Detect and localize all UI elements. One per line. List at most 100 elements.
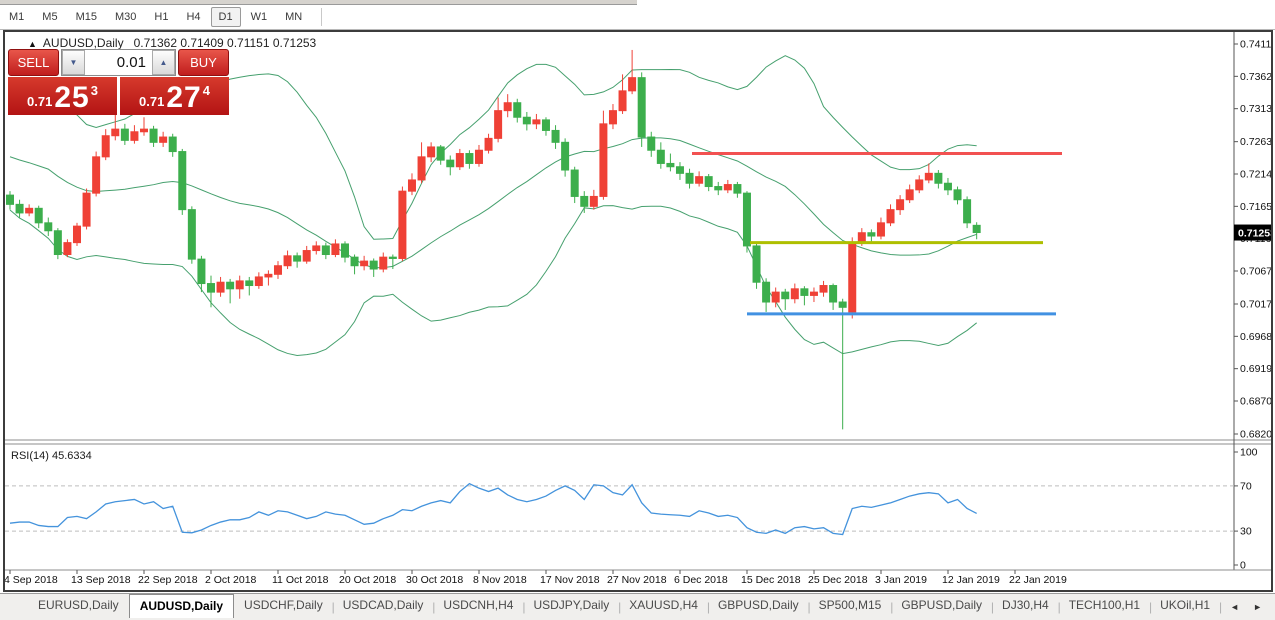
sell-button[interactable]: SELL (8, 49, 59, 76)
candle-body[interactable] (829, 285, 838, 303)
candle-body[interactable] (704, 176, 713, 188)
candle-body[interactable] (494, 110, 503, 139)
candle-body[interactable] (455, 153, 464, 168)
candle-body[interactable] (197, 258, 206, 285)
candle-body[interactable] (293, 255, 302, 262)
candle-body[interactable] (924, 172, 933, 181)
chart-tab-tech100-h1[interactable]: TECH100,H1 | (1068, 598, 1153, 614)
candle-body[interactable] (254, 276, 263, 287)
sell-price-display[interactable]: 0.71 25 3 (8, 77, 119, 115)
chart-tab-eurusd-daily[interactable]: EURUSD,Daily (38, 598, 119, 612)
candle-body[interactable] (53, 230, 62, 256)
candle-body[interactable] (273, 265, 282, 275)
candle-body[interactable] (206, 283, 215, 293)
candle-body[interactable] (800, 288, 809, 296)
candle-body[interactable] (876, 222, 885, 237)
candle-body[interactable] (72, 225, 81, 244)
candle-body[interactable] (168, 136, 177, 153)
buy-price-display[interactable]: 0.71 27 4 (120, 77, 229, 115)
chart-tab-usdcad-daily[interactable]: USDCAD,Daily | (342, 598, 436, 614)
candle-body[interactable] (350, 256, 359, 267)
candle-body[interactable] (972, 224, 981, 234)
chart-tab-usdjpy-daily[interactable]: USDJPY,Daily | (533, 598, 622, 614)
candle-body[interactable] (245, 280, 254, 287)
candle-body[interactable] (235, 280, 244, 290)
candle-body[interactable] (723, 184, 732, 191)
candle-body[interactable] (608, 110, 617, 125)
candle-body[interactable] (63, 242, 72, 256)
candle-body[interactable] (331, 243, 340, 256)
candle-body[interactable] (226, 281, 235, 290)
candle-body[interactable] (340, 243, 349, 258)
candle-body[interactable] (25, 207, 34, 214)
candle-body[interactable] (187, 209, 196, 260)
candle-body[interactable] (360, 260, 369, 267)
timeframe-button-mn[interactable]: MN (285, 11, 303, 23)
candle-body[interactable] (532, 119, 541, 125)
candle-body[interactable] (302, 250, 311, 262)
candle-body[interactable] (388, 256, 397, 259)
timeframe-button-m30[interactable]: M30 (114, 11, 137, 23)
timeframe-button-d1[interactable]: D1 (210, 7, 241, 27)
candle-body[interactable] (541, 119, 550, 131)
candle-body[interactable] (637, 77, 646, 138)
candle-body[interactable] (628, 77, 637, 92)
candle-body[interactable] (752, 245, 761, 283)
candle-body[interactable] (178, 151, 187, 211)
chart-tab-audusd-daily[interactable]: AUDUSD,Daily (128, 594, 235, 618)
candle-body[interactable] (762, 281, 771, 303)
candle-body[interactable] (139, 128, 148, 133)
candle-body[interactable] (407, 179, 416, 192)
chart-tab-gbpusd-daily[interactable]: GBPUSD,Daily | (717, 598, 811, 614)
candle-body[interactable] (781, 291, 790, 300)
candle-body[interactable] (905, 189, 914, 201)
candle-body[interactable] (44, 222, 53, 232)
candle-body[interactable] (915, 179, 924, 191)
candle-body[interactable] (685, 172, 694, 184)
candle-body[interactable] (790, 288, 799, 300)
candle-body[interactable] (867, 232, 876, 237)
candle-body[interactable] (695, 176, 704, 184)
candle-body[interactable] (484, 137, 493, 151)
candle-body[interactable] (675, 166, 684, 174)
tab-scroll-left-icon[interactable]: ◄ (1230, 602, 1240, 612)
candle-body[interactable] (647, 136, 656, 151)
timeframe-button-m15[interactable]: M15 (75, 11, 97, 23)
candle-body[interactable] (771, 291, 780, 303)
candle-body[interactable] (283, 255, 292, 267)
candle-body[interactable] (159, 136, 168, 143)
timeframe-button-w1[interactable]: W1 (250, 11, 268, 23)
buy-button[interactable]: BUY (178, 49, 229, 76)
candle-body[interactable] (838, 301, 847, 308)
lot-size-input[interactable] (85, 50, 152, 75)
candle-body[interactable] (427, 146, 436, 158)
candle-body[interactable] (886, 209, 895, 224)
candle-body[interactable] (465, 153, 474, 164)
candle-body[interactable] (943, 182, 952, 191)
candle-body[interactable] (111, 128, 120, 137)
candle-body[interactable] (819, 285, 828, 293)
chart-tab-usdchf-daily[interactable]: USDCHF,Daily | (244, 598, 335, 614)
chart-tab-dj30-h4[interactable]: DJ30,H4 | (1002, 598, 1061, 614)
candle-body[interactable] (120, 128, 129, 141)
candle-body[interactable] (714, 186, 723, 191)
candle-body[interactable] (618, 90, 627, 112)
candle-body[interactable] (733, 184, 742, 194)
timeframe-button-m1[interactable]: M1 (9, 11, 25, 23)
candle-body[interactable] (551, 129, 560, 143)
candle-body[interactable] (570, 169, 579, 197)
candle-body[interactable] (6, 194, 14, 205)
candle-body[interactable] (101, 135, 110, 158)
candle-body[interactable] (666, 162, 675, 168)
chart-tab-sp500-m15[interactable]: SP500,M15 | (818, 598, 894, 614)
chart-tab-xauusd-h4[interactable]: XAUUSD,H4 | (629, 598, 710, 614)
candle-body[interactable] (216, 281, 225, 293)
candle-body[interactable] (742, 192, 751, 247)
candle-body[interactable] (130, 131, 139, 141)
candle-body[interactable] (92, 156, 101, 194)
lot-increase-button[interactable]: ▲ (152, 50, 175, 75)
candle-body[interactable] (934, 172, 943, 184)
candle-body[interactable] (953, 189, 962, 201)
timeframe-button-h1[interactable]: H1 (154, 11, 169, 23)
candle-body[interactable] (264, 273, 273, 278)
